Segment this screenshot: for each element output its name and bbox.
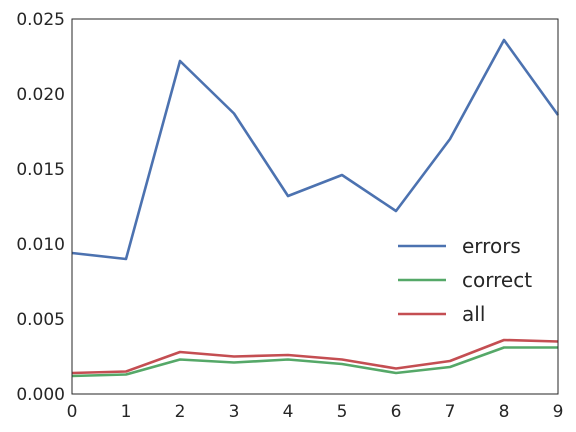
x-axis: 0 1 2 3 4 5 6 7 8 9 bbox=[67, 402, 564, 422]
y-axis: 0.000 0.005 0.010 0.015 0.020 0.025 bbox=[16, 10, 65, 405]
y-tick-label: 0.010 bbox=[16, 235, 65, 255]
legend: errors correct all bbox=[398, 234, 532, 326]
x-tick-label: 5 bbox=[337, 402, 348, 422]
plot-frame bbox=[71, 18, 559, 395]
x-tick-label: 3 bbox=[229, 402, 240, 422]
x-tick-label: 2 bbox=[175, 402, 186, 422]
legend-label-errors: errors bbox=[462, 234, 521, 258]
legend-label-correct: correct bbox=[462, 268, 532, 292]
x-tick-label: 7 bbox=[445, 402, 456, 422]
y-tick-label: 0.005 bbox=[16, 310, 65, 330]
x-tick-label: 1 bbox=[121, 402, 132, 422]
x-tick-label: 4 bbox=[283, 402, 294, 422]
y-tick-label: 0.025 bbox=[16, 10, 65, 30]
series-line-errors bbox=[71, 38, 560, 261]
x-tick-label: 8 bbox=[499, 402, 510, 422]
series-line-correct bbox=[71, 346, 558, 378]
x-tick-label: 9 bbox=[553, 402, 564, 422]
y-tick-label: 0.020 bbox=[16, 85, 65, 105]
series-line-all bbox=[71, 338, 559, 375]
x-tick-label: 0 bbox=[67, 402, 78, 422]
legend-label-all: all bbox=[462, 302, 485, 326]
series-lines bbox=[71, 38, 560, 378]
y-tick-label: 0.000 bbox=[16, 385, 65, 405]
y-tick-label: 0.015 bbox=[16, 160, 65, 180]
x-tick-label: 6 bbox=[391, 402, 402, 422]
